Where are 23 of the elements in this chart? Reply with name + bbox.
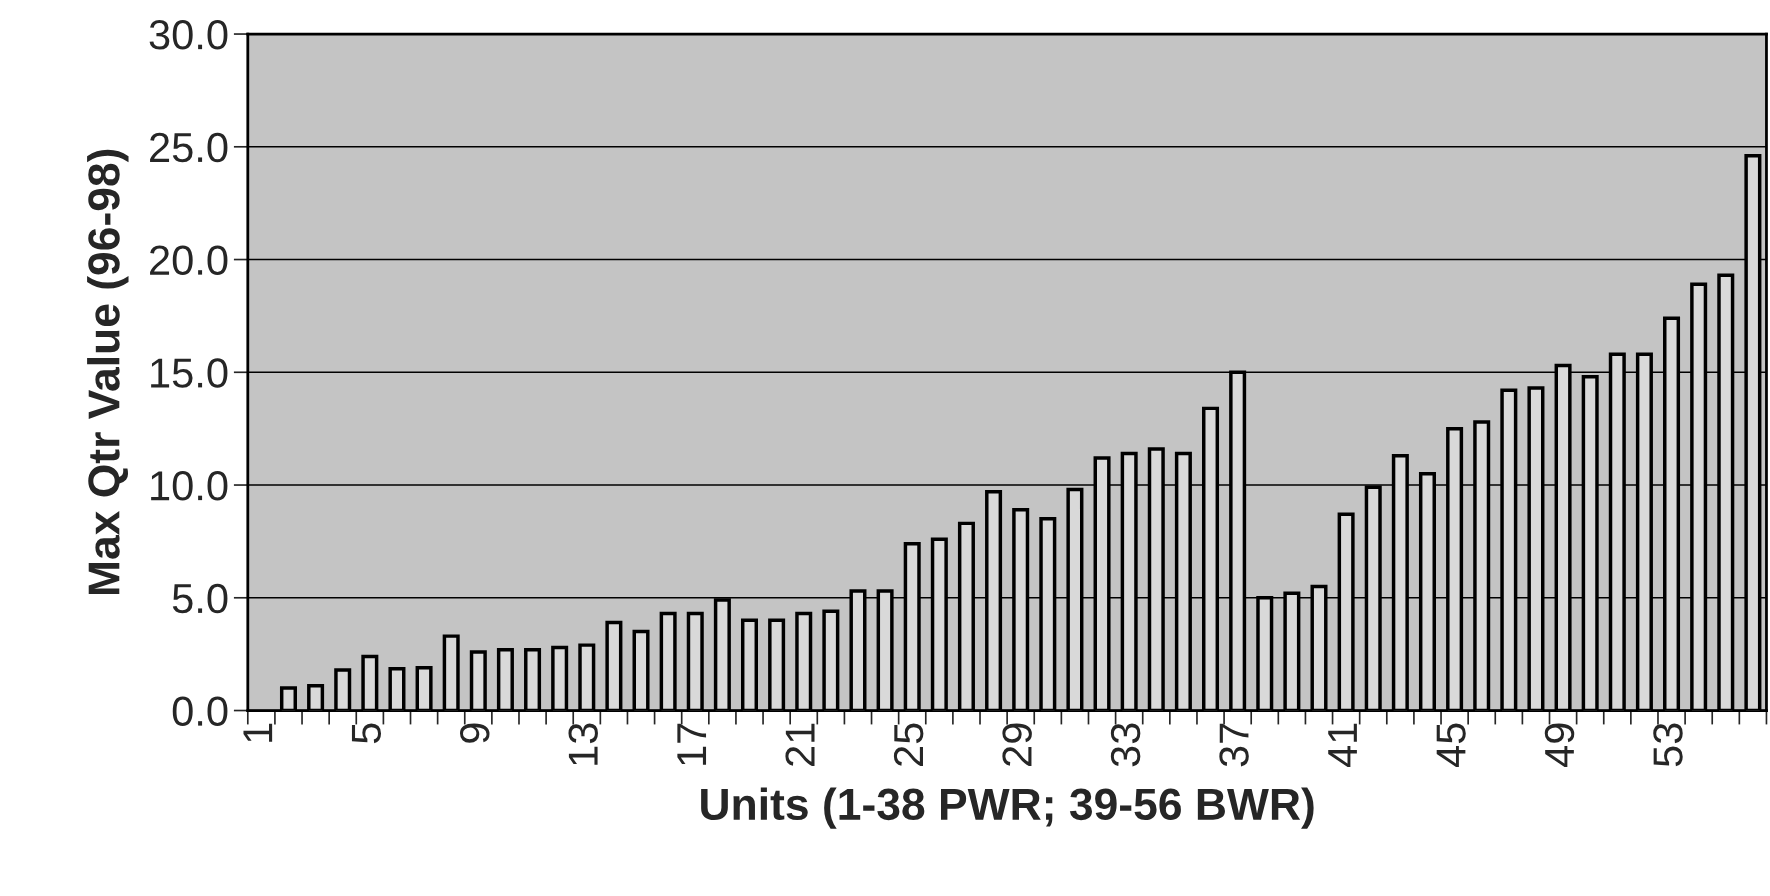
x-tick-label: 21 xyxy=(785,723,815,766)
x-tick-label: 41 xyxy=(1328,723,1357,768)
x-axis-title: Units (1-38 PWR; 39-56 BWR) xyxy=(701,787,1314,829)
y-axis-title: Max Qtr Value (96-98) xyxy=(87,149,129,595)
y-tick-label: 10.0 xyxy=(151,471,228,501)
x-tick-label: 29 xyxy=(1002,723,1032,766)
x-tick-label: 13 xyxy=(568,723,598,765)
x-tick-label: 17 xyxy=(677,723,707,765)
y-tick-label: 15.0 xyxy=(151,358,228,388)
y-tick-label: 0.0 xyxy=(172,696,228,727)
y-tick-label: 20.0 xyxy=(150,245,228,276)
x-tick-label: 25 xyxy=(893,723,924,766)
y-tick-label: 25.0 xyxy=(150,132,228,163)
x-tick-label: 9 xyxy=(459,723,490,743)
x-tick-label: 5 xyxy=(351,723,382,744)
x-tick-label: 37 xyxy=(1219,723,1249,767)
x-tick-label: 49 xyxy=(1544,723,1575,768)
y-tick-label: 5.0 xyxy=(172,583,228,614)
x-tick-label: 33 xyxy=(1110,723,1141,767)
x-tick-label: 1 xyxy=(243,723,273,742)
x-tick-label: 45 xyxy=(1436,723,1466,768)
x-tick-label: 53 xyxy=(1653,723,1683,767)
y-tick-label: 30.0 xyxy=(149,20,228,50)
